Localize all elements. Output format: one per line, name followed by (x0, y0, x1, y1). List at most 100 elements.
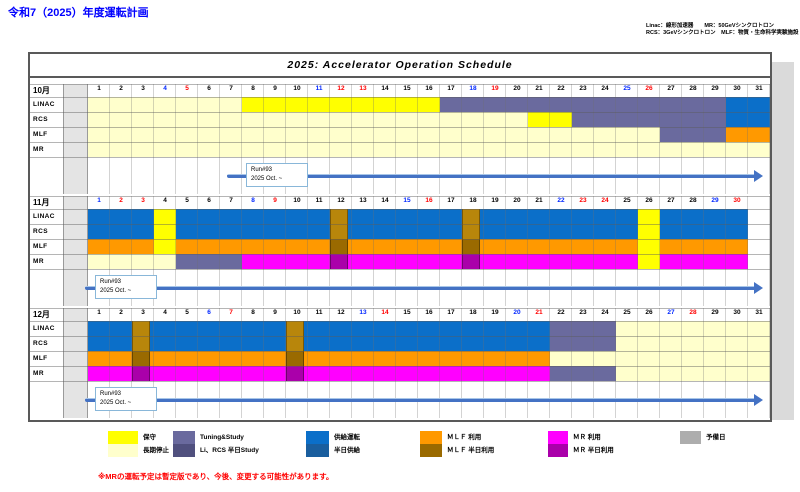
half-day-stripe-half_gold (286, 336, 304, 351)
row-divider (30, 224, 770, 225)
run-arrow-line (85, 398, 756, 402)
row-divider (30, 157, 770, 158)
day-number: 4 (154, 85, 176, 97)
day-number: 16 (418, 197, 440, 209)
outside-area-band (772, 62, 794, 420)
schedule-bar-long_shutdown (550, 351, 770, 366)
day-number: 12 (330, 309, 352, 321)
row-divider (30, 254, 770, 255)
day-number: 22 (550, 197, 572, 209)
row-label-linac: LINAC (33, 213, 55, 220)
schedule-bar-maintenance (638, 254, 660, 269)
schedule-bar-supply (176, 224, 638, 239)
day-number: 27 (660, 85, 682, 97)
day-number: 3 (132, 85, 154, 97)
schedule-bar-tuning_study (550, 366, 616, 381)
legend-swatch-tuning_study (173, 431, 195, 444)
day-number: 17 (440, 85, 462, 97)
legend-label: ＭＬＦ 利用 (447, 434, 482, 441)
schedule-bar-maintenance (638, 224, 660, 239)
legend-label: 長期停止 (143, 447, 169, 454)
row-divider (30, 142, 770, 143)
schedule-bar-supply (88, 224, 154, 239)
schedule-bar-long_shutdown (88, 254, 176, 269)
half-day-stripe-mr_half (286, 366, 304, 381)
day-number: 13 (352, 309, 374, 321)
month-label: 10月 (33, 86, 50, 95)
row-divider (30, 381, 770, 382)
schedule-bar-long_shutdown (88, 112, 528, 127)
legend-label: Li、RCS 半日Study (200, 447, 259, 454)
run-label-box: Run#93 2025 Oct. ~ (95, 387, 157, 411)
run-label-line1: Run#93 (251, 167, 273, 173)
row-divider (30, 351, 770, 352)
schedule-title: 2025: Accelerator Operation Schedule (287, 59, 513, 71)
day-number: 21 (528, 197, 550, 209)
day-number: 30 (726, 309, 748, 321)
day-number: 17 (440, 197, 462, 209)
row-label-mlf: MLF (33, 243, 48, 250)
header-notes: Linac：線形加速器 MR：50GeVシンクロトロン RCS：3GeVシンクロ… (646, 23, 798, 37)
run-arrow-line (227, 174, 756, 178)
row-divider (30, 127, 770, 128)
day-number: 23 (572, 309, 594, 321)
page-title: 令和7（2025）年度運転計画 (8, 7, 149, 19)
run-label-box: Run#93 2025 Oct. ~ (95, 275, 157, 299)
row-divider (30, 239, 770, 240)
legend-label: Tuning&Study (200, 434, 244, 441)
gray-column (63, 308, 88, 418)
day-number: 15 (396, 197, 418, 209)
day-number: 4 (154, 197, 176, 209)
half-day-stripe-mlf_half (132, 351, 150, 366)
day-number: 12 (330, 85, 352, 97)
schedule-bar-mlf_use (88, 239, 154, 254)
day-number: 22 (550, 309, 572, 321)
legend-label: 保守 (143, 434, 156, 441)
day-number: 10 (286, 85, 308, 97)
day-number: 21 (528, 309, 550, 321)
day-number: 25 (616, 197, 638, 209)
day-number: 29 (704, 85, 726, 97)
day-number: 23 (572, 85, 594, 97)
half-day-stripe-mlf_half (286, 351, 304, 366)
schedule-bar-supply (88, 209, 154, 224)
half-day-stripe-half_gold (132, 321, 150, 336)
run-label-line2: 2025 Oct. ~ (100, 288, 132, 294)
half-day-stripe-mlf_half (330, 239, 348, 254)
schedule-bar-supply (726, 112, 770, 127)
half-day-stripe-half_gold (330, 209, 348, 224)
schedule-bar-maintenance (638, 209, 660, 224)
schedule-bar-mlf_use (88, 351, 550, 366)
schedule-bar-tuning_study (550, 336, 616, 351)
schedule-bar-maintenance (242, 97, 440, 112)
legend-label: 供給運転 (334, 434, 360, 441)
legend-swatch-study_half (173, 444, 195, 457)
day-number: 3 (132, 309, 154, 321)
run-label-line2: 2025 Oct. ~ (100, 400, 132, 406)
day-number: 29 (704, 197, 726, 209)
day-number: 24 (594, 197, 616, 209)
schedule-title-bar: 2025: Accelerator Operation Schedule (30, 54, 770, 78)
half-day-stripe-half_gold (286, 321, 304, 336)
row-label-mr: MR (33, 146, 44, 153)
day-number: 11 (308, 85, 330, 97)
legend-swatch-supply_half (306, 444, 329, 457)
day-number: 3 (132, 197, 154, 209)
schedule-bar-mlf_use (176, 239, 638, 254)
day-number: 14 (374, 85, 396, 97)
schedule-bar-tuning_study (176, 254, 242, 269)
row-divider (30, 321, 770, 322)
day-number: 27 (660, 309, 682, 321)
day-number: 30 (726, 197, 748, 209)
day-number: 25 (616, 85, 638, 97)
run-arrow-head (754, 170, 763, 182)
half-day-stripe-mlf_half (462, 239, 480, 254)
legend-swatch-mlf_use (420, 431, 442, 444)
row-divider (30, 366, 770, 367)
half-day-stripe-half_gold (462, 209, 480, 224)
day-number: 8 (242, 85, 264, 97)
row-divider (30, 97, 770, 98)
schedule-bar-long_shutdown (616, 366, 770, 381)
day-number: 30 (726, 85, 748, 97)
month-label: 12月 (33, 310, 50, 319)
